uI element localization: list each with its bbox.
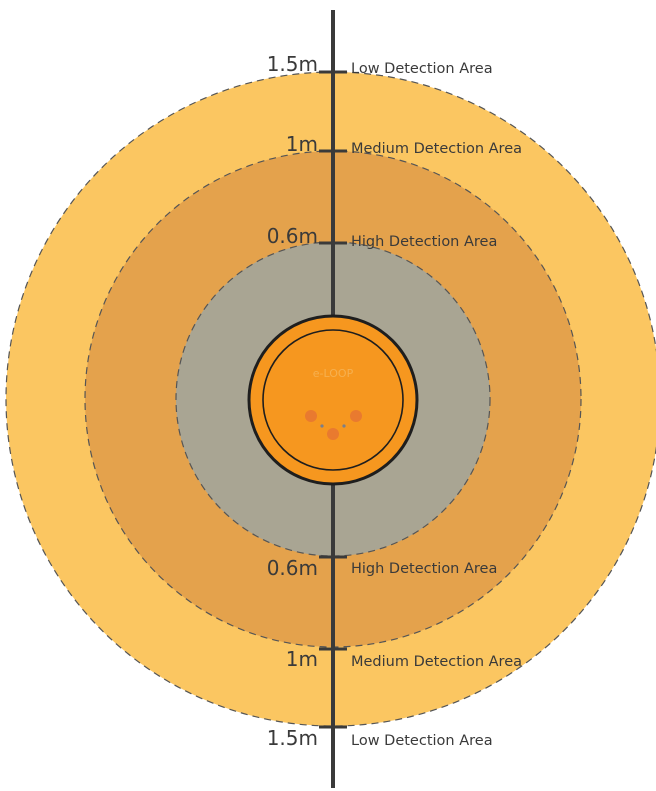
e-loop-device: e-LOOP (247, 314, 419, 486)
device-sensor-dot-center (327, 428, 339, 440)
device-outer-ring (247, 314, 419, 486)
device-led-right (342, 424, 346, 428)
device-sensor-dot-left (305, 410, 317, 422)
area-label-bottom-high: High Detection Area (351, 561, 497, 577)
area-label-top-high: High Detection Area (351, 234, 497, 250)
distance-label-top-1-5m: 1.5m (267, 52, 318, 76)
distance-label-top-1m: 1m (286, 132, 318, 156)
top-distance-labels: 1.5m 1m 0.6m (267, 52, 318, 248)
top-area-labels: Low Detection Area Medium Detection Area… (351, 61, 522, 250)
distance-label-bottom-1m: 1m (286, 647, 318, 671)
axis-ticks (319, 70, 347, 729)
device-led-left (320, 424, 324, 428)
bottom-area-labels: High Detection Area Medium Detection Are… (351, 561, 522, 749)
distance-label-bottom-1-5m: 1.5m (267, 726, 318, 750)
device-logo: e-LOOP (313, 367, 354, 380)
distance-label-top-0-6m: 0.6m (267, 224, 318, 248)
distance-label-bottom-0-6m: 0.6m (267, 556, 318, 580)
area-label-top-low: Low Detection Area (351, 61, 493, 77)
device-inner-ring (262, 329, 404, 471)
area-label-bottom-medium: Medium Detection Area (351, 654, 522, 670)
area-label-bottom-low: Low Detection Area (351, 733, 493, 749)
device-sensor-dot-right (350, 410, 362, 422)
area-label-top-medium: Medium Detection Area (351, 141, 522, 157)
bottom-distance-labels: 0.6m 1m 1.5m (267, 556, 318, 750)
